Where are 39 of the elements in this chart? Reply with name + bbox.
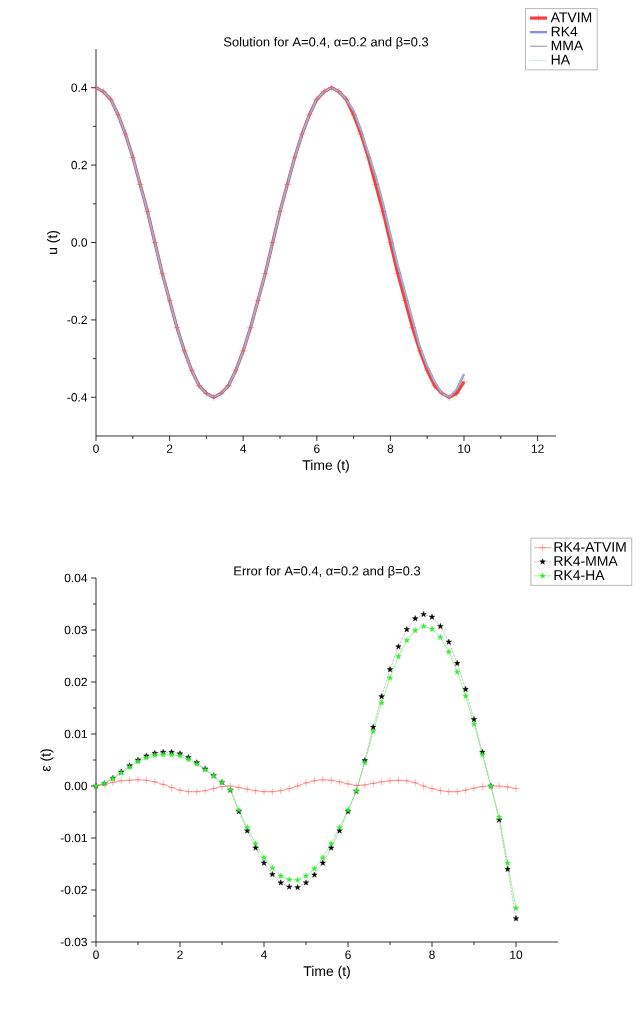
x-tick-label: 4 [260, 950, 267, 959]
x-tick-label: 10 [458, 444, 471, 453]
legend-label: RK4 [551, 26, 578, 37]
y-axis-title: u (t) [47, 230, 61, 254]
y-axis-title: ε (t) [40, 749, 54, 772]
x-tick-label: 0 [93, 444, 99, 453]
y-tick-label: 0.01 [64, 729, 87, 739]
x-axis-title: Time (t) [302, 459, 349, 473]
y-tick-label: -0.01 [60, 833, 87, 843]
y-tick-label: 0.02 [64, 677, 87, 687]
x-tick-label: 6 [314, 444, 320, 453]
chart-title: Error for A=0.4, α=0.2 and β=0.3 [234, 565, 421, 579]
y-tick-label: 0.04 [64, 573, 88, 583]
legend-label: RK4-MMA [554, 556, 618, 566]
y-tick-label: -0.2 [67, 315, 87, 325]
legend-label: HA [551, 54, 570, 65]
x-tick-label: 4 [240, 444, 247, 453]
y-tick-label: 0.03 [64, 625, 87, 635]
x-tick-label: 10 [510, 950, 523, 959]
y-tick-label: -0.03 [60, 937, 87, 947]
x-tick-label: 2 [166, 444, 173, 453]
y-tick-label: -0.4 [67, 393, 88, 402]
legend-label: MMA [551, 40, 584, 51]
x-tick-label: 8 [387, 444, 394, 453]
x-tick-label: 8 [429, 950, 435, 959]
x-axis-title: Time (t) [303, 965, 350, 979]
y-tick-label: -0.02 [60, 885, 87, 895]
y-tick-label: 0.00 [64, 781, 88, 791]
y-tick-label: 0.0 [71, 238, 88, 247]
x-tick-label: 6 [345, 950, 351, 959]
y-tick-label: 0.4 [71, 83, 88, 92]
chart-title: Solution for A=0.4, α=0.2 and β=0.3 [223, 36, 429, 50]
x-tick-label: 2 [177, 950, 183, 959]
legend-label: RK4-HA [554, 570, 605, 580]
y-tick-label: 0.2 [71, 160, 87, 170]
x-tick-label: 12 [531, 444, 544, 453]
legend-label: RK4-ATVIM [554, 542, 626, 552]
x-tick-label: 0 [93, 950, 99, 959]
legend-label: ATVIM [550, 12, 592, 23]
